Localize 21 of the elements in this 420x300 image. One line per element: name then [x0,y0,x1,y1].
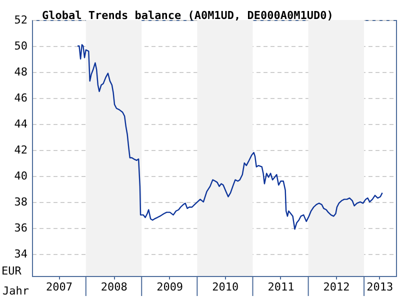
x-tick-label: 2013 [366,280,394,294]
y-tick-label: 36 [14,221,28,234]
y-tick-label: 40 [14,169,28,182]
y-tick-label: 46 [14,91,28,104]
x-tick-label: 2011 [268,280,294,294]
x-tick-label: 2007 [46,280,73,294]
x-axis-title: Jahr [2,284,30,298]
y-tick-label: 34 [14,247,28,260]
x-tick-label: 2010 [212,280,239,294]
y-tick-label: 52 [14,14,28,26]
y-tick-label: 44 [14,117,28,130]
y-tick-label: 50 [14,39,28,52]
y-tick-label: 42 [14,143,28,156]
y-tick-label: 48 [14,65,28,78]
y-axis-title: EUR [2,264,22,278]
x-tick-label: 2009 [156,280,184,294]
chart-title: Global Trends balance (A0M1UD, DE000A0M1UD0) [42,9,334,22]
line-series [76,44,383,230]
y-tick-label: 38 [14,195,28,208]
x-tick-label: 2012 [323,280,350,294]
x-tick-label: 2008 [100,280,128,294]
